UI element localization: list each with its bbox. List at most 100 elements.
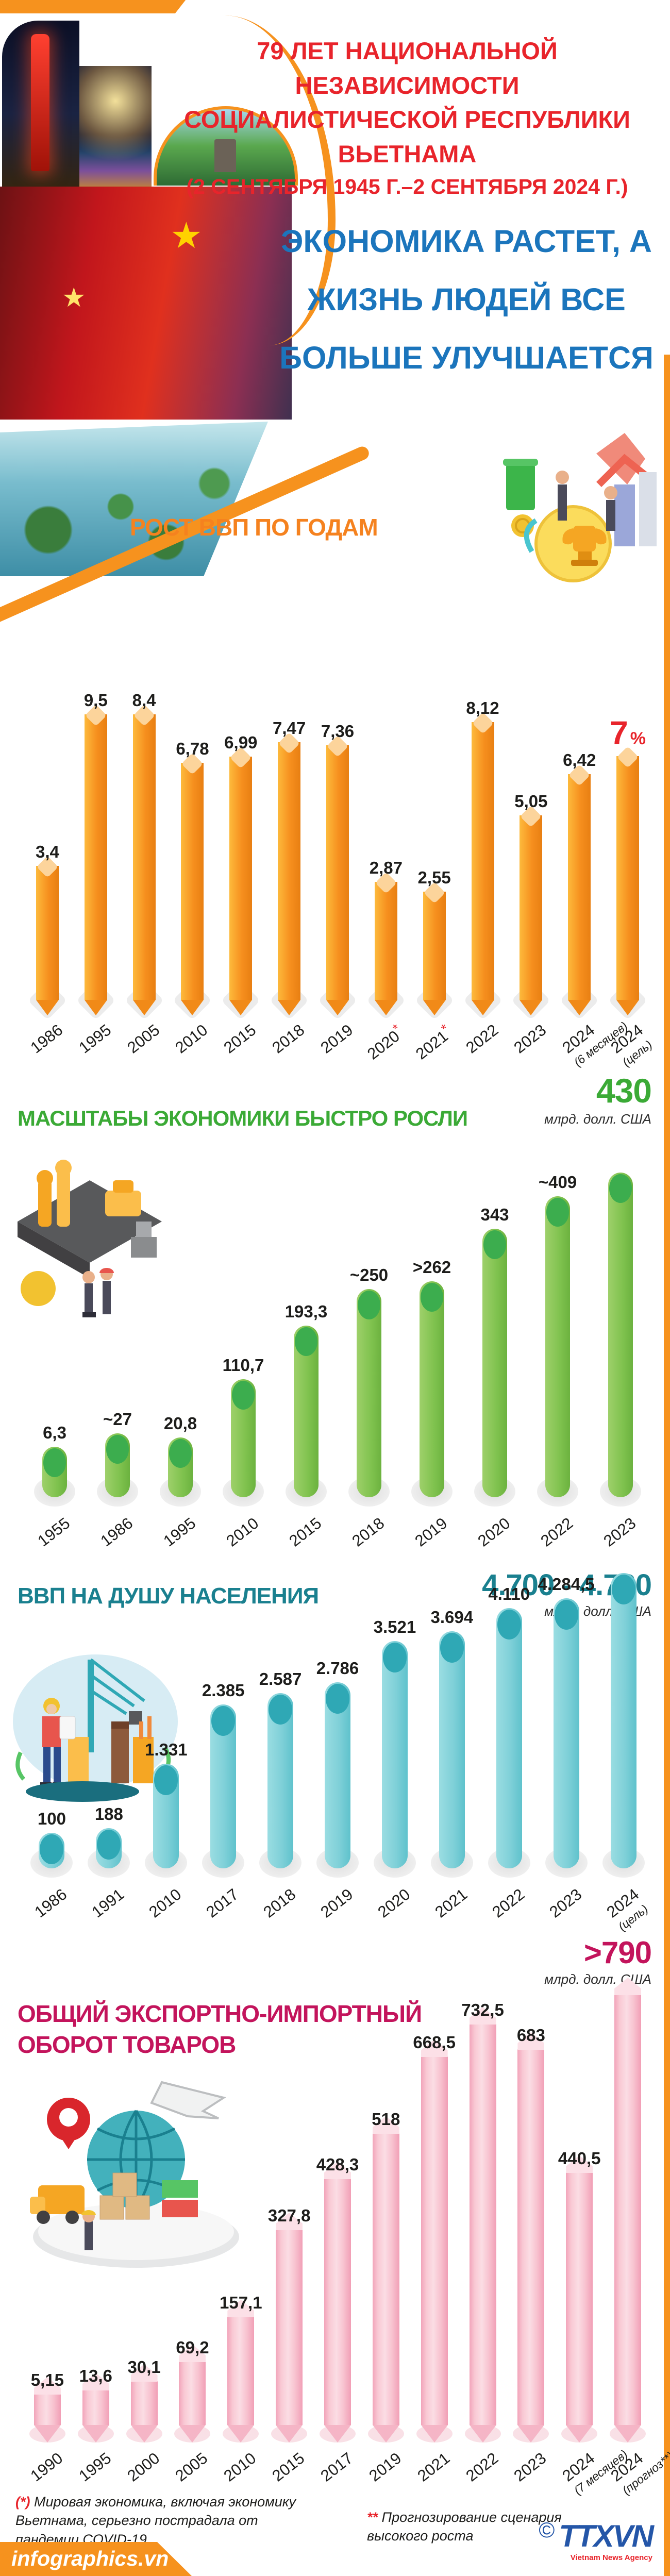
fireworks-photo [79, 66, 152, 191]
bar-slot: 9,5 1995 [72, 691, 120, 1057]
bar [276, 2230, 303, 2443]
bar-slot: 7% 2024 (цель) [604, 691, 654, 1069]
year-label: 2023 [546, 1885, 585, 1921]
bar-slot: 4.284,5 2023 [538, 1573, 595, 1921]
bar-slot: 440,5 2024 (7 месяцев) [555, 1995, 630, 2497]
flag-star-icon: ★ [170, 215, 203, 256]
bar-slot: 6,78 2010 [169, 691, 217, 1057]
bar-value-label: 668,5 [413, 2033, 456, 2052]
section-gdp-per-capita: ВВП НА ДУШУ НАСЕЛЕНИЯ 4.700 - 4.730 млрд… [0, 1536, 670, 1933]
bar-slot: 683 2023 [507, 1995, 555, 2485]
bar-slot: 327,8 2015 [265, 1995, 313, 2485]
main-title: 79 ЛЕТ НАЦИОНАЛЬНОЙ НЕЗАВИСИМОСТИ СОЦИАЛ… [155, 34, 660, 202]
bar-slot: 732,5 2022 [459, 1995, 507, 2485]
bar-slot: 13,6 1995 [72, 1995, 120, 2485]
photo-collage: ★ ★ [0, 0, 371, 629]
year-label: 2022 [489, 1885, 528, 1921]
bar-slot: 3,4 1986 [23, 691, 72, 1057]
section-title-economy-scale: МАСШТАБЫ ЭКОНОМИКИ БЫСТРО РОСЛИ [18, 1106, 468, 1130]
main-title-line2: СОЦИАЛИСТИЧЕСКОЙ РЕСПУБЛИКИ ВЬЕТНАМА [184, 106, 630, 168]
bar-value-label: 69,2 [176, 2338, 209, 2357]
bar-slot: 5,05 2023 [507, 691, 555, 1057]
bar-chart-gdp-growth: 3,4 1986 9,5 1995 8,4 2005 6,78 2010 6,99 2015 7,4… [23, 691, 655, 1069]
bar-value-label: 7% [610, 714, 646, 751]
logo-text: TTXVN [559, 2519, 654, 2553]
footnote-mark: ** [367, 2510, 378, 2525]
year-label: 2020* [363, 1021, 404, 1063]
footer: (*) Мировая экономика, включая экономику… [0, 2479, 670, 2576]
footnote-text: Мировая экономика, включая экономику Вье… [15, 2494, 296, 2547]
bar [181, 763, 204, 1015]
bar-value-label: 6,3 [43, 1423, 66, 1442]
bar-slot: 69,2 2005 [169, 1995, 217, 2485]
bar [421, 2056, 448, 2443]
bar-value-label: 428,3 [316, 2155, 359, 2174]
bar-slot: 4.110 2022 [480, 1573, 538, 1921]
brand-text: infographics.vn [11, 2547, 169, 2570]
bar-slot: 518 2019 [362, 1995, 410, 2485]
bar-slot: 2.587 2018 [252, 1573, 309, 1921]
bar-value-label: 2.587 [259, 1669, 302, 1688]
bar [420, 1281, 444, 1497]
footnote-covid: (*) Мировая экономика, включая экономику… [15, 2493, 325, 2549]
bar-value-label: 6,42 [563, 750, 596, 770]
subtitle: ЭКОНОМИКА РАСТЕТ, А ЖИЗНЬ ЛЮДЕЙ ВСЕ БОЛЬ… [279, 224, 654, 375]
bar [357, 1289, 381, 1497]
bar-chart-trade-turnover: 5,15 1990 13,6 1995 30,1 2000 69,2 2005 157,1 201… [23, 1995, 670, 2497]
bar-value-label: 100 [37, 1809, 66, 1828]
bar [520, 815, 543, 1015]
year-label: 1991 [88, 1885, 128, 1921]
main-title-dates: (2 СЕНТЯБРЯ 1945 Г.–2 СЕНТЯБРЯ 2024 Г.) [186, 174, 628, 198]
highlight-unit: млрд. долл. США [544, 1111, 651, 1127]
bar-slot: 188 1991 [80, 1573, 138, 1921]
bar [179, 2362, 206, 2443]
bar [566, 2172, 593, 2443]
year-label: 2005 [124, 1021, 163, 1057]
highlight-value: 430 [596, 1072, 652, 1110]
bar-value-label: 20,8 [163, 1414, 197, 1433]
bar-value-label: 7,47 [273, 718, 306, 738]
year-label: 2024 (6 месяцев) [559, 1018, 630, 1069]
bar [469, 2024, 496, 2443]
footnote-text: Прогнозирование сценария высокого роста [367, 2510, 562, 2544]
bar-slot: 8,4 2005 [120, 691, 169, 1057]
bar [496, 1608, 522, 1868]
bar-slot: >262 2019 [400, 1173, 463, 1550]
bar [231, 1379, 256, 1497]
bar-chart-economy-scale: 6,3 1955 ~27 1986 20,8 1995 110,7 2010 193,3 2015… [23, 1173, 652, 1550]
year-label: 2010 [172, 1021, 211, 1057]
bar [381, 1641, 408, 1868]
bar [278, 742, 301, 1015]
bar-slot: 2024 (цель) [595, 1573, 652, 1933]
bar-value-label: ~250 [349, 1265, 389, 1284]
bar-slot: 100 1986 [23, 1573, 80, 1921]
bar [294, 1326, 319, 1497]
bar [96, 1828, 122, 1868]
right-edge-strip [664, 355, 670, 2576]
bar [132, 714, 156, 1015]
bar-slot: 6,99 2015 [216, 691, 265, 1057]
year-label: 2024 (7 месяцев) [559, 2447, 630, 2497]
bar [374, 882, 397, 1015]
bar-value-label: 1.331 [144, 1740, 188, 1759]
bar-slot: 7,36 2019 [313, 691, 362, 1057]
bar-value-label: 5,05 [514, 792, 548, 811]
city-night-photo [2, 21, 79, 191]
bar-slot: 428,3 2017 [313, 1995, 362, 2485]
bar [614, 1995, 642, 2443]
bar [227, 2317, 255, 2443]
bar [545, 1196, 570, 1497]
bar [105, 1433, 130, 1497]
bar [36, 866, 59, 1015]
bar-slot: 157,1 2010 [216, 1995, 265, 2485]
bar-value-label: 343 [480, 1205, 509, 1224]
bar-value-label: 6,99 [224, 733, 258, 752]
year-label: 2010 [145, 1885, 185, 1921]
bar-value-label: 2.786 [316, 1659, 359, 1678]
footnote-mark: (*) [15, 2494, 30, 2510]
bar [439, 1631, 465, 1868]
bar-value-label: 8,4 [132, 691, 156, 710]
bar-slot: 7,47 2018 [265, 691, 313, 1057]
bar [471, 722, 494, 1015]
bar-slot: 1.331 2010 [138, 1573, 195, 1921]
